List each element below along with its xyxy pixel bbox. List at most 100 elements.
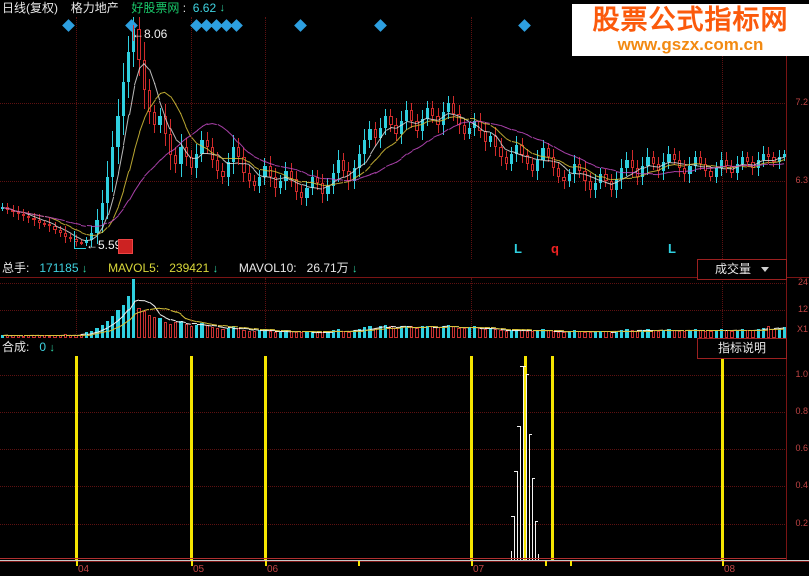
- volume-bar-up: [693, 329, 697, 338]
- volume-bar-up: [515, 328, 519, 338]
- ma-line: [191, 130, 198, 136]
- mavol-line: [574, 330, 580, 332]
- candle-body-down: [630, 159, 634, 169]
- candle-body-up: [357, 153, 362, 169]
- signal-line: [264, 356, 267, 561]
- bottom-plot-area[interactable]: [0, 356, 787, 561]
- volume-bar-down: [457, 327, 461, 338]
- volume-bar-up: [620, 330, 624, 338]
- indicator-description-button[interactable]: 指标说明: [697, 338, 787, 359]
- envelope-line: [523, 366, 524, 561]
- volume-bar-down: [237, 328, 241, 338]
- candle-body-down: [588, 181, 592, 190]
- signal-line: [470, 356, 473, 561]
- candle-body-up: [599, 174, 603, 183]
- volume-bar-down: [142, 311, 146, 338]
- bottom-axis-label: 1.0: [795, 368, 808, 379]
- volume-bar-up: [667, 329, 671, 338]
- mavol-line: [427, 326, 433, 328]
- candle-body-up: [336, 159, 341, 173]
- volume-bar-up: [441, 326, 445, 338]
- ma-line: [128, 190, 135, 201]
- candle-body-up: [105, 176, 110, 203]
- mavol-line: [275, 329, 281, 331]
- mavol-line: [49, 335, 56, 337]
- bottom-value: 0: [39, 340, 47, 354]
- envelope-step: [535, 521, 538, 522]
- volume-bar-down: [635, 331, 640, 338]
- signal-line: [551, 356, 554, 561]
- chevron-down-icon[interactable]: [761, 267, 769, 273]
- candle-body-up: [467, 127, 472, 134]
- header-price-arrow: ↓: [219, 2, 225, 14]
- signal-line: [524, 356, 527, 561]
- ma-line: [139, 176, 146, 184]
- volume-bar-up: [158, 318, 162, 338]
- signal-diamond: [62, 19, 75, 32]
- volume-bar-down: [21, 335, 26, 338]
- candle-body-down: [431, 107, 435, 117]
- volume-bar-up: [179, 320, 183, 338]
- volume-bar-up: [735, 329, 739, 338]
- ma-line: [233, 158, 239, 160]
- ma-line: [779, 163, 785, 166]
- marker-q: q: [551, 241, 559, 256]
- x-axis-label: 05: [193, 564, 205, 575]
- volume-bar-up: [279, 331, 283, 338]
- volume-bar-up: [263, 329, 267, 338]
- volume-bar-up: [756, 329, 760, 338]
- ma-line: [369, 145, 376, 155]
- volume-bar-down: [147, 314, 152, 338]
- envelope-step: [529, 434, 532, 435]
- volume-bar-up: [740, 329, 745, 338]
- volume-bar-up: [536, 330, 540, 338]
- volume-bar-up: [662, 329, 666, 338]
- volume-bar-up: [105, 321, 110, 338]
- candle-body-down: [342, 159, 346, 171]
- bottom-axis-label: 0.4: [795, 480, 808, 491]
- volume-bar-up: [714, 330, 718, 338]
- candle-body-up: [488, 136, 493, 143]
- candle-body-up: [378, 127, 382, 138]
- marker-L-2: L: [668, 241, 676, 256]
- volume-bar-up: [446, 325, 451, 338]
- mavol-line: [763, 329, 769, 331]
- x-axis-tick: [545, 561, 547, 566]
- volume-indicator-button[interactable]: 成交量: [697, 259, 787, 280]
- candle-body-down: [58, 229, 62, 234]
- candle-body-up: [279, 181, 283, 189]
- volume-vgrid: [471, 278, 472, 338]
- ma-line: [679, 164, 685, 167]
- volume-vgrid: [265, 278, 266, 338]
- candle-body-down: [27, 215, 31, 219]
- mavol10-value: 26.71万: [306, 261, 349, 275]
- volume-bar-down: [342, 330, 346, 338]
- header-stock-name[interactable]: 格力地产: [70, 1, 119, 15]
- bottom-indicator-panel[interactable]: 1.0 0.8 0.6 0.4 0.2: [0, 355, 809, 562]
- candle-body-down: [389, 116, 393, 126]
- volume-panel[interactable]: 24 12 X1: [0, 277, 809, 339]
- volume-bar-up: [284, 330, 288, 338]
- volume-axis-unit: X1: [796, 324, 808, 334]
- candle-body-up: [509, 153, 514, 164]
- mavol5-value: 239421: [169, 261, 210, 275]
- price-axis-label: 7.2: [795, 97, 808, 108]
- ma-line: [768, 160, 774, 162]
- candle-body-up: [446, 103, 451, 113]
- volume-plot-area[interactable]: [0, 278, 787, 338]
- ma-line: [700, 167, 706, 169]
- volume-bar-up: [777, 327, 781, 338]
- x-axis-label: 04: [78, 564, 90, 575]
- ma-line: [380, 166, 387, 171]
- high-price-annotation: ←8.06: [132, 27, 168, 41]
- candle-body-down: [147, 90, 152, 113]
- mavol-line: [506, 328, 512, 330]
- candle-body-down: [42, 222, 47, 225]
- volume-bar-up: [473, 326, 477, 338]
- candle-body-down: [247, 172, 251, 182]
- volume-bar-down: [300, 332, 304, 338]
- candle-body-down: [252, 181, 257, 186]
- candle-body-down: [562, 176, 566, 182]
